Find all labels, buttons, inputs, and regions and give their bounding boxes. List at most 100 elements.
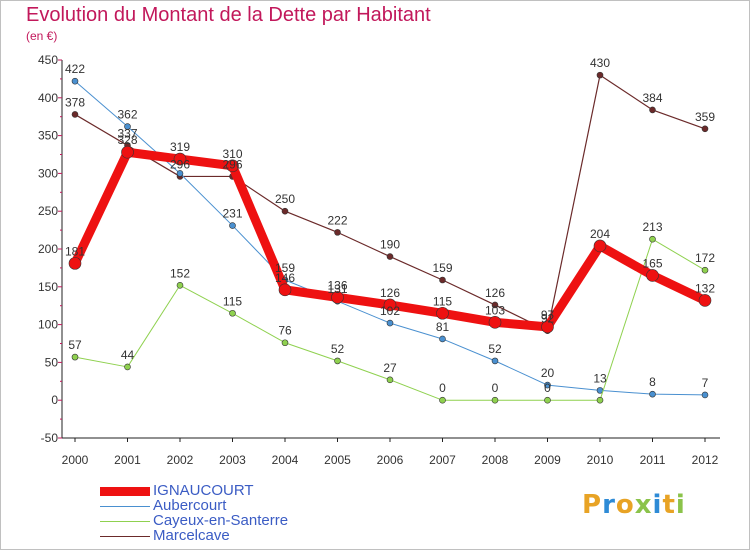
data-label-ignaucourt-2009: 97	[541, 308, 555, 322]
data-label-cayeux-en-santerre-2005: 52	[331, 342, 345, 356]
data-label-cayeux-en-santerre-2012: 172	[695, 251, 715, 265]
point-marcelcave-2004	[281, 207, 289, 215]
data-label-aubercourt-2003: 231	[222, 207, 242, 221]
data-label-ignaucourt-2002: 319	[170, 140, 190, 154]
x-tick-label: 2007	[429, 453, 456, 467]
data-label-marcelcave-2006: 190	[380, 238, 400, 252]
point-ignaucourt-2006	[383, 298, 397, 312]
data-label-cayeux-en-santerre-2004: 76	[278, 324, 292, 338]
legend-item-aubercourt[interactable]: Aubercourt	[100, 497, 360, 515]
proxiti-logo: Proxiti	[582, 490, 686, 520]
legend-item-ignaucourt[interactable]: IGNAUCOURT	[100, 482, 360, 500]
chart-unit-label: (en €)	[26, 29, 58, 43]
y-tick-label: 0	[51, 393, 58, 407]
data-label-cayeux-en-santerre-2003: 115	[223, 294, 242, 308]
point-ignaucourt-2002	[173, 152, 187, 166]
series-layer	[68, 71, 712, 404]
point-marcelcave-2011	[649, 106, 656, 114]
data-label-cayeux-en-santerre-2000: 57	[68, 338, 82, 352]
data-label-aubercourt-2012: 7	[702, 376, 709, 390]
point-aubercourt-2002	[176, 170, 184, 177]
data-label-ignaucourt-2012: 132	[695, 281, 715, 295]
data-label-marcelcave-2005: 222	[327, 213, 347, 227]
data-label-marcelcave-2009: 92	[541, 312, 555, 326]
y-tick-label: 200	[38, 242, 58, 256]
data-label-marcelcave-2011: 384	[642, 91, 662, 105]
point-aubercourt-2006	[386, 319, 394, 327]
legend-swatch-cayeux	[100, 521, 150, 522]
point-aubercourt-2009	[544, 381, 551, 389]
data-label-aubercourt-2005: 131	[327, 282, 347, 296]
point-ignaucourt-2007	[436, 306, 449, 320]
data-label-ignaucourt-2007: 115	[433, 294, 452, 308]
legend-item-marcelcave[interactable]: Marcelcave	[100, 527, 360, 545]
x-tick-label: 2011	[640, 453, 666, 467]
legend-item-cayeux[interactable]: Cayeux-en-Santerre	[100, 512, 360, 530]
data-label-marcelcave-2000: 378	[65, 95, 85, 109]
legend-label-marcelcave: Marcelcave	[153, 527, 230, 544]
point-cayeux-en-santerre-2008	[491, 396, 499, 404]
y-tick-label: 250	[38, 204, 58, 218]
data-label-aubercourt-2000: 422	[65, 62, 85, 76]
y-tick-label: 450	[38, 53, 58, 67]
data-label-cayeux-en-santerre-2008: 0	[492, 381, 499, 395]
point-cayeux-en-santerre-2010	[596, 396, 604, 404]
point-ignaucourt-2001	[121, 145, 134, 159]
data-label-marcelcave-2012: 359	[695, 110, 715, 124]
data-label-ignaucourt-2008: 103	[485, 303, 505, 317]
point-marcelcave-2005	[334, 229, 341, 236]
point-marcelcave-2006	[386, 253, 394, 260]
point-ignaucourt-2010	[593, 239, 607, 253]
point-cayeux-en-santerre-2002	[176, 281, 184, 289]
point-cayeux-en-santerre-2003	[229, 309, 236, 317]
point-cayeux-en-santerre-2007	[439, 396, 446, 404]
point-aubercourt-2007	[439, 335, 446, 343]
data-label-aubercourt-2004: 159	[275, 261, 295, 275]
data-label-aubercourt-2008: 52	[488, 342, 502, 356]
data-label-marcelcave-2010: 430	[590, 56, 610, 70]
data-label-ignaucourt-2001: 328	[117, 133, 137, 147]
data-label-aubercourt-2009: 20	[541, 366, 555, 380]
data-label-cayeux-en-santerre-2006: 27	[383, 361, 397, 375]
data-label-ignaucourt-2006: 126	[380, 286, 400, 300]
point-ignaucourt-2004	[278, 283, 292, 297]
x-tick-label: 2005	[324, 453, 351, 467]
point-ignaucourt-2012	[698, 294, 712, 307]
data-label-marcelcave-2001: 337	[117, 126, 137, 140]
point-cayeux-en-santerre-2009	[544, 396, 551, 404]
x-tick-label: 2008	[482, 453, 509, 467]
data-label-ignaucourt-2011: 165	[642, 256, 662, 270]
point-aubercourt-2011	[649, 390, 656, 398]
x-tick-label: 2012	[692, 453, 719, 467]
point-ignaucourt-2000	[68, 257, 82, 270]
point-ignaucourt-2009	[541, 320, 554, 334]
point-cayeux-en-santerre-2006	[386, 376, 394, 384]
x-tick-label: 2010	[587, 453, 614, 467]
legend-swatch-marcelcave	[100, 536, 150, 537]
chart-title: Evolution du Montant de la Dette par Hab…	[26, 4, 431, 26]
data-label-marcelcave-2008: 126	[485, 286, 505, 300]
data-label-ignaucourt-2004: 146	[275, 271, 295, 285]
y-tick-label: 400	[38, 91, 58, 105]
data-label-cayeux-en-santerre-2001: 44	[121, 348, 135, 362]
legend-label-ignaucourt: IGNAUCOURT	[153, 482, 254, 499]
legend-label-cayeux: Cayeux-en-Santerre	[153, 512, 289, 529]
point-ignaucourt-2008	[488, 316, 502, 329]
data-label-aubercourt-2011: 8	[649, 375, 656, 389]
point-cayeux-en-santerre-2012	[701, 266, 709, 274]
point-marcelcave-2008	[491, 301, 499, 309]
point-marcelcave-2000	[71, 111, 79, 118]
point-cayeux-en-santerre-2005	[334, 357, 341, 365]
point-ignaucourt-2005	[331, 291, 344, 304]
data-label-marcelcave-2002: 296	[170, 157, 190, 171]
point-cayeux-en-santerre-2011	[649, 235, 656, 243]
point-cayeux-en-santerre-2001	[124, 363, 131, 371]
data-label-aubercourt-2006: 102	[380, 304, 400, 318]
point-aubercourt-2003	[229, 222, 236, 229]
data-label-aubercourt-2010: 13	[593, 371, 607, 385]
point-marcelcave-2012	[701, 125, 709, 133]
x-tick-label: 2009	[534, 453, 561, 467]
x-tick-label: 2004	[272, 453, 299, 467]
